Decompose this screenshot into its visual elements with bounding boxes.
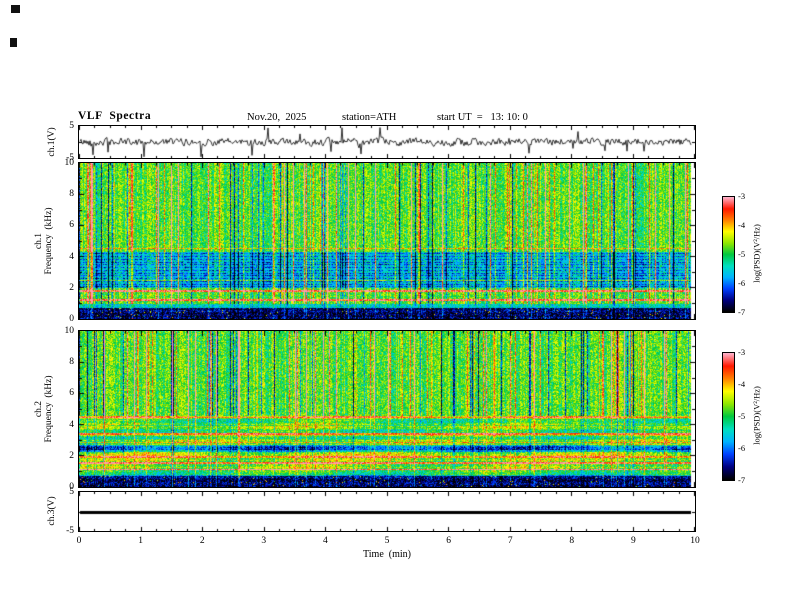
plot-date: Nov.20, 2025 — [247, 112, 307, 123]
ch1-waveform-panel — [78, 125, 696, 159]
y-tick-label: 4 — [69, 251, 74, 262]
colorbar-ch1-label-text: log(PSD)(V²/Hz) — [751, 224, 762, 283]
ch2-spectrogram-panel — [78, 330, 696, 488]
colorbar-tick-label: -5 — [738, 249, 746, 259]
time-axis-label: Time (min) — [363, 549, 411, 560]
x-tick-label: 10 — [690, 536, 700, 546]
colorbar-tick-label: -6 — [738, 278, 746, 288]
corner-artifact-2 — [10, 38, 17, 47]
y-tick-label: 0 — [69, 314, 74, 324]
y-tick-label: 0 — [69, 482, 74, 492]
ch3-waveform-panel — [78, 491, 696, 532]
x-tick-label: 5 — [384, 536, 390, 546]
ch1-spec-ylabel-text: ch.1 Frequency (kHz) — [33, 207, 55, 275]
ch2-spectrogram-canvas — [79, 331, 695, 487]
ch1-spectrogram-canvas — [79, 163, 695, 319]
x-tick-label: 1 — [138, 536, 143, 546]
y-tick-label: 2 — [69, 450, 74, 461]
y-tick-label: 5 — [69, 121, 74, 131]
plot-station: station=ATH — [342, 112, 397, 123]
x-tick-label: 4 — [323, 536, 328, 546]
y-tick-label: -5 — [66, 526, 74, 536]
colorbar-ch2 — [722, 352, 735, 481]
x-tick-label: 2 — [199, 536, 205, 546]
corner-artifact-1 — [11, 5, 20, 13]
ch3-waveform-canvas — [79, 492, 695, 531]
y-tick-label: -5 — [66, 153, 74, 163]
colorbar-tick-label: -3 — [738, 347, 746, 357]
colorbar-tick-label: -6 — [738, 443, 746, 453]
y-tick-label: 6 — [69, 388, 74, 399]
colorbar-ch1-canvas — [723, 197, 734, 312]
y-tick-label: 8 — [69, 189, 74, 200]
x-tick-label: 9 — [631, 536, 636, 546]
ch2-spec-ylabel-text: ch.2 Frequency (kHz) — [33, 375, 55, 443]
y-tick-label: 4 — [69, 419, 74, 430]
colorbar-tick-label: -7 — [738, 307, 746, 317]
colorbar-ch1-label: log(PSD)(V²/Hz) — [752, 189, 763, 319]
x-tick-label: 8 — [569, 536, 575, 546]
y-tick-label: 6 — [69, 220, 74, 231]
colorbar-tick-label: -5 — [738, 411, 746, 421]
colorbar-tick-label: -7 — [738, 475, 746, 485]
y-tick-label: 5 — [69, 487, 74, 497]
colorbar-ch1 — [722, 196, 735, 313]
y-tick-label: 2 — [69, 282, 74, 293]
x-tick-label: 0 — [76, 536, 82, 546]
x-tick-label: 3 — [261, 536, 267, 546]
y-tick-label: 8 — [69, 357, 74, 368]
colorbar-ch2-canvas — [723, 353, 734, 480]
colorbar-tick-label: -4 — [738, 379, 746, 389]
colorbar-ch2-label: log(PSD)(V²/Hz) — [752, 351, 763, 481]
ch1-waveform-canvas — [79, 126, 695, 158]
plot-title: VLF Spectra — [78, 110, 152, 122]
plot-start-ut: start UT = 13: 10: 0 — [437, 112, 528, 123]
x-tick-label: 7 — [507, 536, 513, 546]
colorbar-ch2-label-text: log(PSD)(V²/Hz) — [751, 386, 762, 445]
y-tick-label: 10 — [64, 158, 75, 168]
colorbar-tick-label: -4 — [738, 220, 746, 230]
colorbar-tick-label: -3 — [738, 191, 746, 201]
ch3-wave-ylabel-text: ch.3(V) — [46, 496, 57, 526]
ch1-spectrogram-panel — [78, 162, 696, 320]
x-tick-label: 6 — [446, 536, 451, 546]
y-tick-label: 10 — [64, 326, 75, 336]
